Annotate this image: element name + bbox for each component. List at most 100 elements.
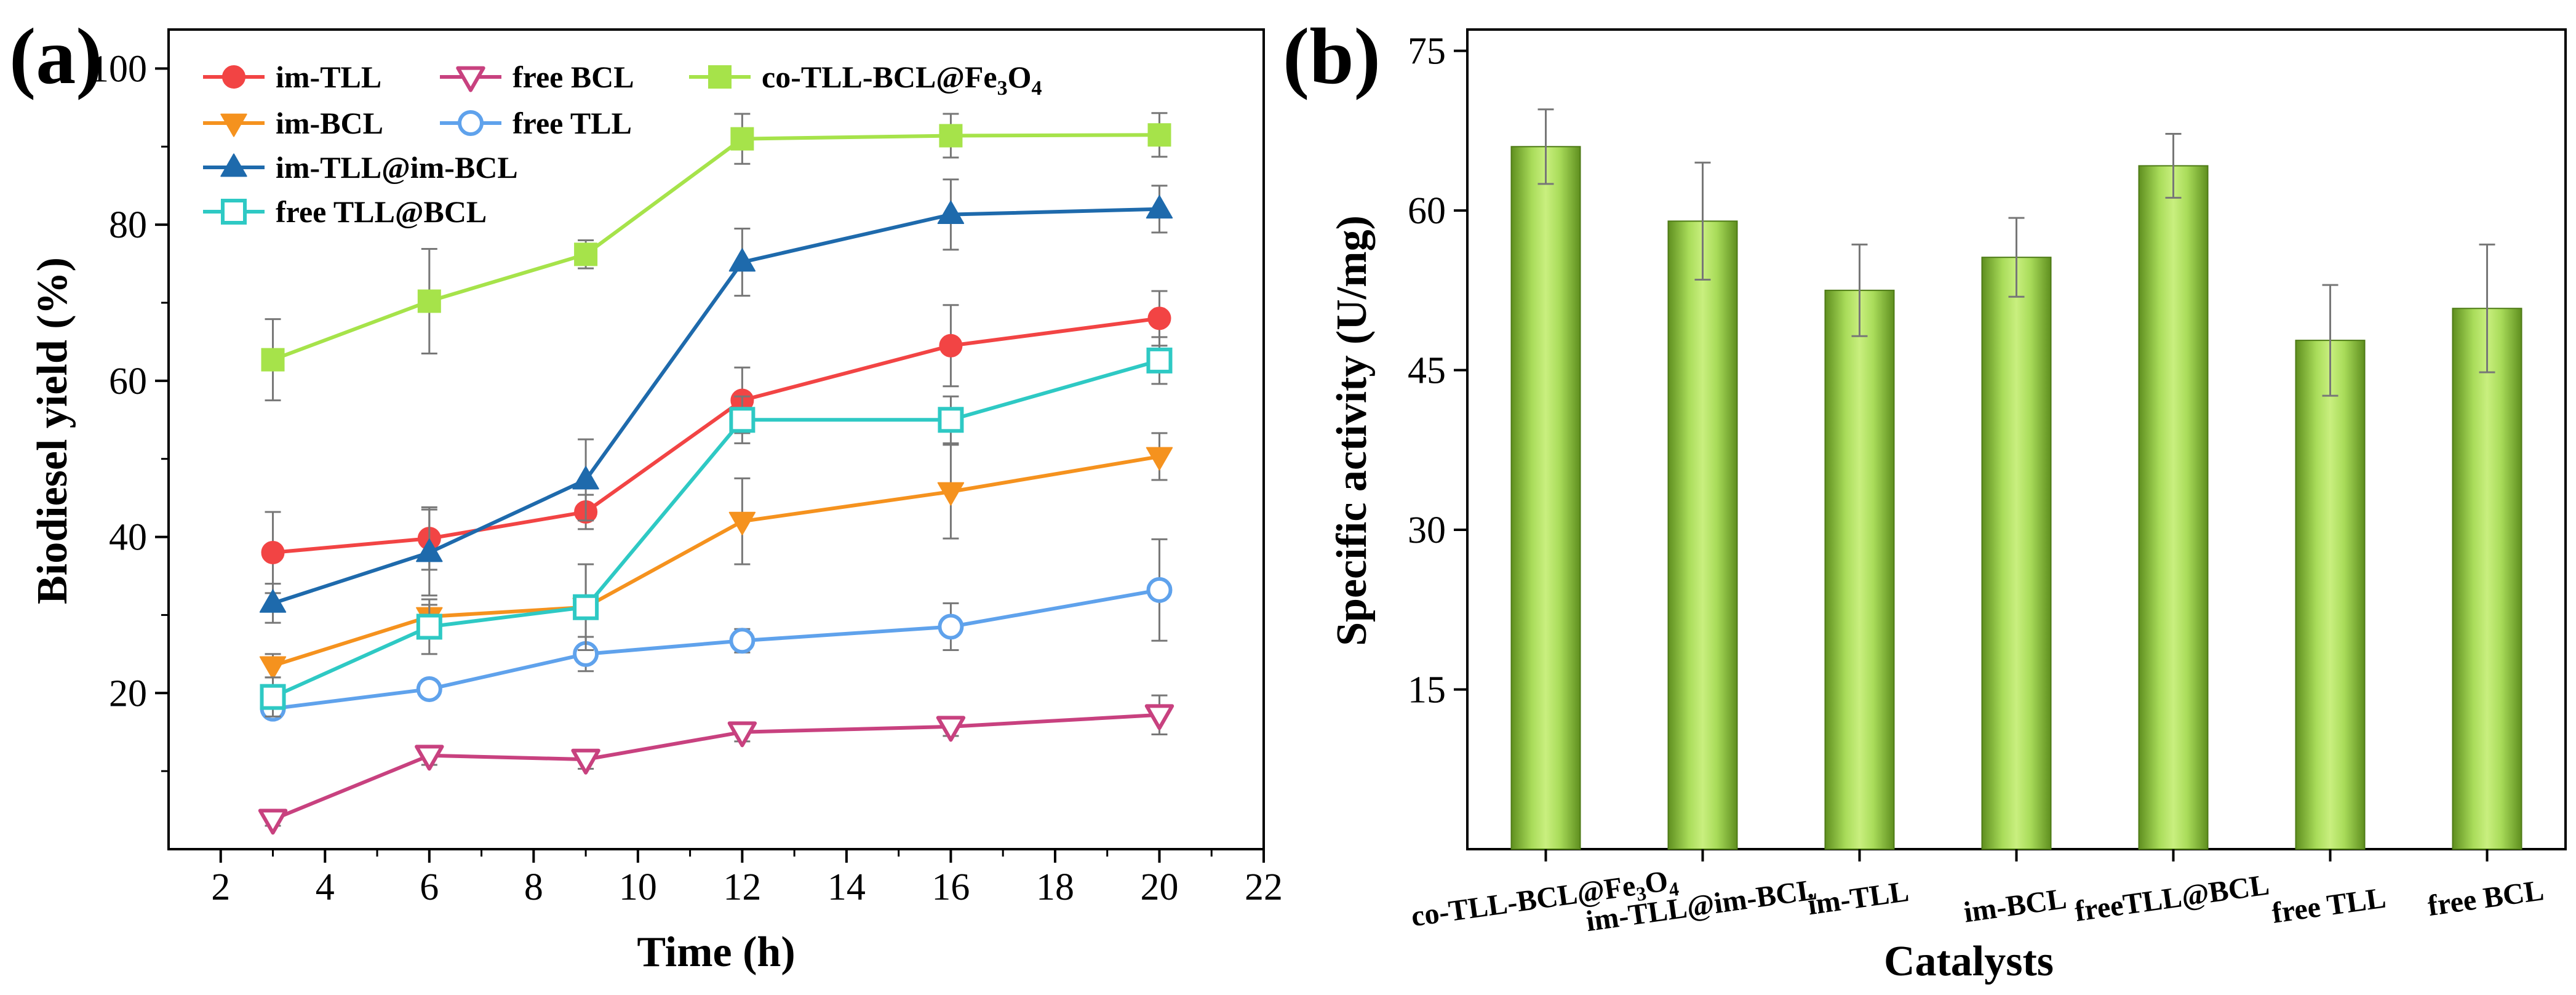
- y-tick-label: 60: [1408, 190, 1446, 232]
- y-tick-label: 100: [90, 48, 147, 90]
- data-point-co-tll-bcl-fe3o4: [939, 124, 963, 148]
- series-line-co-tll-bcl-fe3o4: [272, 133, 1160, 362]
- data-point-free-tll-bcl: [1146, 347, 1173, 374]
- panel-b-letter: (b): [1283, 12, 1381, 101]
- panel-a-plot-frame: [167, 28, 1265, 850]
- data-point-im-tll-im-bcl: [937, 201, 965, 225]
- bar-im-tll-im-bcl: [1667, 220, 1738, 850]
- bar-free-tll: [2295, 340, 2366, 850]
- legend-label-co-tll-bcl-fe3o4: co-TLL-BCL@Fe3O4: [762, 60, 1042, 100]
- legend-item-free-tll-bcl: free TLL@BCL: [203, 194, 487, 229]
- legend-item-free-tll: free TLL: [440, 106, 632, 140]
- bar-im-tll: [1824, 289, 1895, 850]
- legend-item-im-bcl: im-BCL: [203, 106, 383, 140]
- data-point-im-tll: [939, 334, 963, 358]
- series-free-bcl: [258, 694, 1174, 835]
- legend-label-im-bcl: im-BCL: [276, 106, 383, 140]
- data-point-free-bcl: [727, 721, 757, 748]
- data-point-free-tll-bcl: [729, 407, 756, 433]
- data-point-co-tll-bcl-fe3o4: [417, 289, 441, 313]
- series-free-tll-bcl: [260, 336, 1173, 717]
- y-tick-label: 45: [1408, 350, 1446, 392]
- panel-a: (a) 2 4 6 8 10 12 14 16 18 20 22 20 40 60 80 100 im-TLL…: [9, 12, 1283, 976]
- data-point-free-tll: [938, 613, 964, 640]
- data-point-im-bcl: [937, 482, 965, 506]
- legend-marker: [220, 113, 247, 137]
- bar-im-bcl: [1981, 257, 2052, 850]
- y-tick-label: 40: [109, 517, 147, 559]
- x-tick-label: 2: [211, 866, 230, 908]
- data-point-free-tll: [1146, 577, 1173, 603]
- legend-label-free-tll: free TLL: [512, 106, 632, 140]
- legend-label-im-tll-im-bcl: im-TLL@im-BCL: [276, 150, 518, 185]
- panel-a-letter: (a): [9, 12, 103, 101]
- data-point-free-tll-bcl: [573, 594, 599, 620]
- data-point-free-tll-bcl: [260, 684, 286, 710]
- data-point-co-tll-bcl-fe3o4: [1147, 123, 1171, 147]
- data-point-free-bcl: [1144, 704, 1174, 730]
- data-point-im-tll-im-bcl: [728, 248, 756, 272]
- series-co-tll-bcl-fe3o4: [261, 112, 1171, 402]
- legend-item-im-tll: im-TLL: [203, 60, 381, 94]
- legend-marker: [221, 199, 247, 225]
- series-im-tll-im-bcl: [259, 178, 1173, 624]
- x-tick-label: 18: [1036, 866, 1074, 908]
- data-point-im-tll-im-bcl: [416, 538, 443, 562]
- series-im-tll: [261, 290, 1171, 594]
- series-line-free-bcl: [272, 713, 1160, 821]
- x-tick-label: 10: [619, 866, 657, 908]
- data-point-co-tll-bcl-fe3o4: [730, 127, 754, 151]
- bar-free-bcl: [2452, 308, 2522, 850]
- series-line-free-tll-bcl: [272, 358, 1160, 699]
- x-tick-label: 16: [931, 866, 970, 908]
- y-tick-label: 75: [1408, 31, 1446, 73]
- legend-item-co-tll-bcl-fe3o4: co-TLL-BCL@Fe3O4: [689, 60, 1042, 100]
- legend-marker: [708, 65, 732, 89]
- data-point-im-tll: [261, 540, 285, 564]
- x-tick-label: 12: [723, 866, 761, 908]
- y-tick-label: 60: [109, 361, 147, 402]
- legend-marker: [456, 66, 485, 92]
- x-tick-label: 4: [316, 866, 335, 908]
- panel-b-y-axis-title: Specific activity (U/mg): [1328, 215, 1376, 646]
- series-line-im-bcl: [272, 454, 1160, 668]
- data-point-im-bcl: [259, 656, 287, 680]
- data-point-im-tll-im-bcl: [1146, 195, 1173, 219]
- y-tick-label: 80: [109, 204, 147, 246]
- data-point-im-tll: [1147, 306, 1171, 330]
- bar-co-tll-bcl-fe3o4: [1510, 146, 1581, 850]
- data-point-free-bcl: [936, 716, 966, 742]
- x-tick-label: 20: [1140, 866, 1178, 908]
- panel-a-x-axis-title: Time (h): [637, 929, 795, 976]
- data-point-im-tll-im-bcl: [572, 466, 599, 490]
- series-line-im-tll-im-bcl: [272, 207, 1160, 605]
- legend-label-im-tll: im-TLL: [276, 60, 381, 94]
- y-tick-label: 30: [1408, 509, 1446, 551]
- legend-item-im-tll-im-bcl: im-TLL@im-BCL: [203, 150, 518, 185]
- data-point-free-tll: [729, 628, 756, 654]
- legend-marker: [220, 153, 247, 177]
- legend-label-free-tll-bcl: free TLL@BCL: [276, 194, 487, 229]
- series-line-im-tll: [273, 316, 1160, 554]
- bar-freetll-bcl: [2138, 165, 2209, 850]
- legend-item-free-bcl: free BCL: [440, 60, 634, 94]
- data-point-im-bcl: [1146, 447, 1173, 471]
- legend-label-free-bcl: free BCL: [512, 60, 634, 94]
- data-point-free-tll-bcl: [938, 407, 964, 433]
- data-point-free-bcl: [571, 748, 600, 775]
- y-tick-label: 15: [1408, 669, 1446, 711]
- panel-a-y-axis-title: Biodiesel yield (%): [29, 257, 76, 604]
- data-point-free-bcl: [258, 809, 288, 835]
- x-tick-label: 22: [1245, 866, 1283, 908]
- legend-marker: [458, 110, 484, 136]
- data-point-co-tll-bcl-fe3o4: [574, 242, 598, 266]
- x-tick-label: 8: [524, 866, 543, 908]
- data-point-free-tll-bcl: [416, 613, 442, 640]
- series-line-free-tll: [273, 588, 1160, 711]
- data-point-im-tll-im-bcl: [259, 589, 287, 613]
- data-point-co-tll-bcl-fe3o4: [261, 348, 285, 372]
- panel-b-x-axis-title: Catalysts: [1884, 938, 2054, 985]
- y-tick-label: 20: [109, 673, 147, 714]
